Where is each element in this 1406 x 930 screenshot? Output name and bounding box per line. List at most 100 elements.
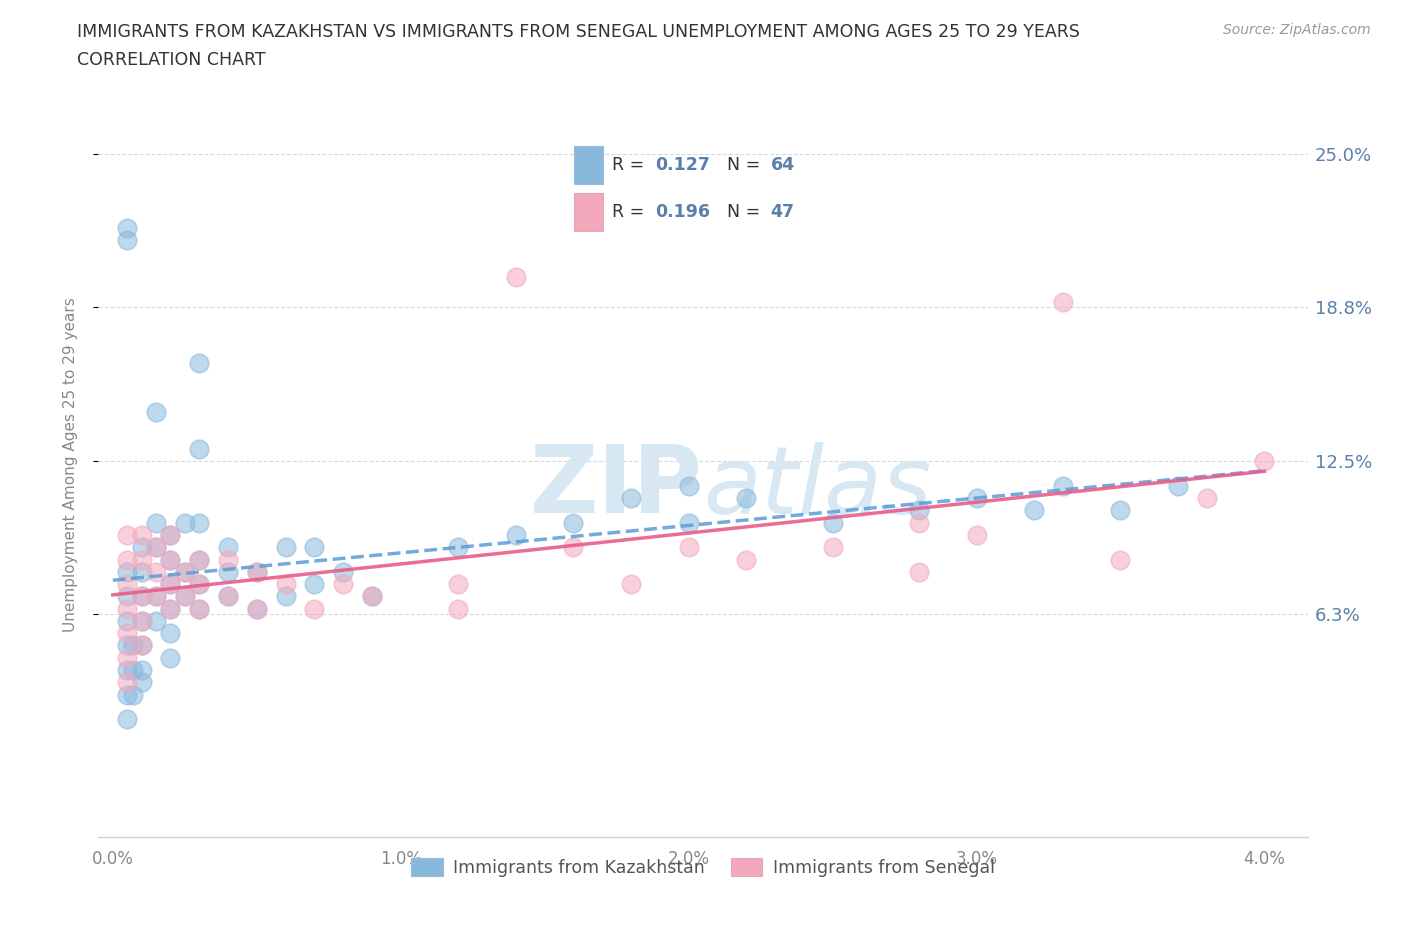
Point [274, 589, 297, 604]
Point [115, 220, 138, 235]
Point [159, 650, 181, 665]
Point [131, 638, 153, 653]
Point [188, 601, 211, 616]
Point [217, 552, 239, 567]
Point [332, 577, 354, 591]
Point [115, 687, 138, 702]
Point [217, 539, 239, 554]
Point [246, 601, 269, 616]
Point [188, 515, 211, 530]
Point [173, 515, 195, 530]
Point [131, 614, 153, 629]
Point [361, 589, 384, 604]
Point [159, 527, 181, 542]
Point [159, 552, 181, 567]
Point [115, 711, 138, 726]
Point [173, 589, 195, 604]
Text: Source: ZipAtlas.com: Source: ZipAtlas.com [1223, 23, 1371, 37]
Text: IMMIGRANTS FROM KAZAKHSTAN VS IMMIGRANTS FROM SENEGAL UNEMPLOYMENT AMONG AGES 25: IMMIGRANTS FROM KAZAKHSTAN VS IMMIGRANTS… [77, 23, 1080, 41]
Point [304, 601, 326, 616]
Point [735, 491, 758, 506]
Point [159, 601, 181, 616]
Point [145, 539, 167, 554]
Point [188, 577, 211, 591]
Point [447, 577, 470, 591]
Point [821, 539, 844, 554]
Point [1022, 503, 1045, 518]
Point [620, 577, 643, 591]
Point [115, 232, 138, 247]
Point [447, 539, 470, 554]
Point [1109, 503, 1132, 518]
Text: N =: N = [727, 204, 766, 221]
Y-axis label: Unemployment Among Ages 25 to 29 years: Unemployment Among Ages 25 to 29 years [63, 298, 77, 632]
Point [1253, 454, 1275, 469]
Point [131, 638, 153, 653]
Point [115, 626, 138, 641]
Point [274, 539, 297, 554]
Point [131, 539, 153, 554]
Point [115, 589, 138, 604]
Point [145, 589, 167, 604]
Point [188, 442, 211, 457]
Point [217, 589, 239, 604]
Point [966, 527, 988, 542]
Text: N =: N = [727, 156, 766, 174]
Point [115, 552, 138, 567]
Point [173, 589, 195, 604]
Point [246, 601, 269, 616]
Text: CORRELATION CHART: CORRELATION CHART [77, 51, 266, 69]
Point [159, 577, 181, 591]
Point [562, 539, 585, 554]
Point [115, 614, 138, 629]
Point [145, 515, 167, 530]
Point [332, 565, 354, 579]
Point [145, 539, 167, 554]
Point [173, 565, 195, 579]
Point [505, 270, 527, 285]
Text: 0.127: 0.127 [655, 156, 710, 174]
Point [145, 614, 167, 629]
Point [361, 589, 384, 604]
Text: R =: R = [612, 204, 650, 221]
Point [122, 638, 145, 653]
Point [159, 626, 181, 641]
Point [304, 577, 326, 591]
Point [145, 405, 167, 419]
Bar [574, 146, 603, 184]
Point [188, 552, 211, 567]
Point [447, 601, 470, 616]
Text: 0.196: 0.196 [655, 204, 710, 221]
Point [821, 515, 844, 530]
Point [304, 539, 326, 554]
Point [505, 527, 527, 542]
Point [122, 687, 145, 702]
Point [131, 589, 153, 604]
Point [122, 662, 145, 677]
Point [188, 577, 211, 591]
Point [908, 515, 931, 530]
Point [274, 577, 297, 591]
Point [115, 638, 138, 653]
Point [159, 527, 181, 542]
Point [188, 355, 211, 370]
Point [131, 662, 153, 677]
Point [1109, 552, 1132, 567]
Point [159, 577, 181, 591]
Point [131, 589, 153, 604]
Point [115, 527, 138, 542]
Point [115, 565, 138, 579]
Text: R =: R = [612, 156, 650, 174]
Point [188, 601, 211, 616]
Point [1167, 478, 1189, 493]
Point [1052, 294, 1074, 309]
Point [131, 565, 153, 579]
Bar [574, 193, 603, 232]
Point [908, 503, 931, 518]
Text: 47: 47 [770, 204, 794, 221]
Point [115, 577, 138, 591]
Point [1195, 491, 1218, 506]
Point [145, 565, 167, 579]
Point [115, 675, 138, 690]
Point [115, 662, 138, 677]
